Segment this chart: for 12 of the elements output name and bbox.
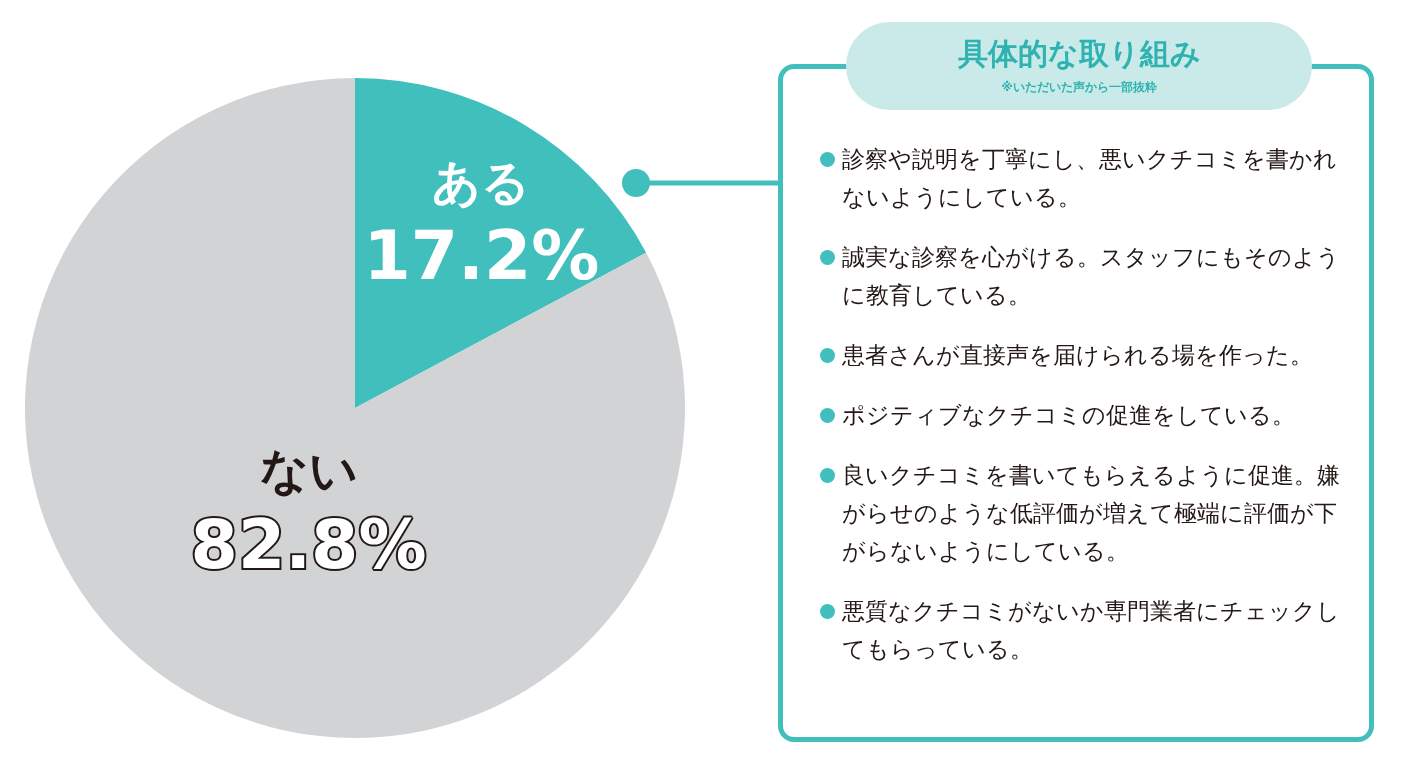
slice-label: ない xyxy=(259,442,358,499)
data-label: 82.8% xyxy=(190,504,427,584)
text: 診察や説明を丁寧にし、悪いクチコミを書かれないようにしている。 xyxy=(841,145,1338,212)
text: 具体的な取り組み xyxy=(956,35,1202,73)
text: 良いクチコミを書いてもらえるように促進。嫌がらせのような低評価が増えて極端に評価が下がらないようにしている。 xyxy=(841,461,1341,566)
text: ポジティブなクチコミの促進をしている。 xyxy=(841,401,1296,430)
data-label: 17.2% xyxy=(363,216,600,296)
text: ※いただいた声から一部抜粋 xyxy=(1000,79,1158,96)
slice-label: ある xyxy=(432,153,531,210)
text: 悪質なクチコミがないか専門業者にチェックしてもらっている。 xyxy=(841,597,1341,664)
text: 患者さんが直接声を届けられる場を作った。 xyxy=(841,341,1314,370)
text: 誠実な診察を心がける。スタッフにもそのように教育している。 xyxy=(841,243,1341,310)
